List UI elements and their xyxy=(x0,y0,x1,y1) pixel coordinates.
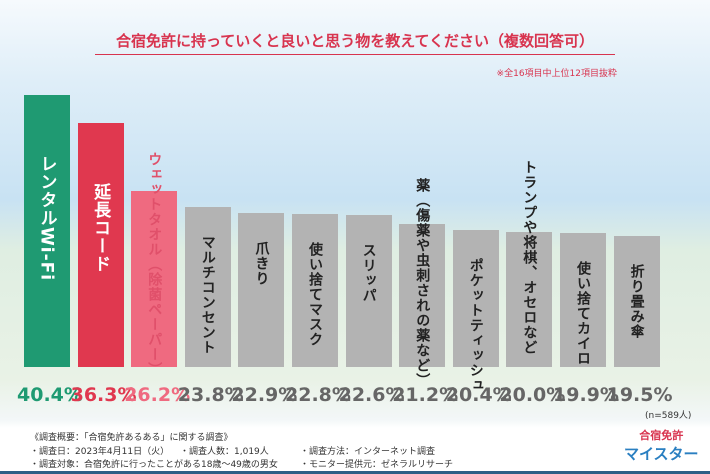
bar-6 xyxy=(345,214,392,367)
bar-9 xyxy=(506,232,553,367)
bar-label: 使い捨てカイロ xyxy=(575,261,591,367)
bar-5 xyxy=(292,213,338,367)
value-label: 20.0% xyxy=(499,384,566,406)
bar-label: 延長コード xyxy=(90,182,111,273)
bar-label: レンタルWi-Fi xyxy=(36,155,57,282)
logo-line2: マイスター xyxy=(624,445,699,463)
value-label: 40.4% xyxy=(17,384,83,406)
logo-line1: 合宿免許 xyxy=(639,429,684,442)
bar-11 xyxy=(613,235,660,367)
footer-target: ・調査対象：合宿免許に行ったことがある18歳～49歳の男女 xyxy=(30,460,278,470)
bar-label: トランプや将棋、オセロなど xyxy=(521,160,538,355)
bar-label: 折り畳み傘 xyxy=(628,263,645,339)
value-label: 19.5% xyxy=(606,384,673,406)
bar-8 xyxy=(452,229,499,367)
value-label: 23.8% xyxy=(177,384,244,406)
logo: 合宿免許 マイスター xyxy=(624,427,699,464)
value-label: 20.4% xyxy=(445,384,512,406)
bar-label: スリッパ xyxy=(360,242,377,303)
bar-label: 爪きり xyxy=(253,240,270,286)
footer-provider: ・モニター提供元：ゼネラルリサーチ xyxy=(300,460,454,470)
sample-size: (n=589人) xyxy=(645,411,692,421)
bottom-line xyxy=(0,471,710,474)
bar-label: ウェットタオル（除菌ペーパー） xyxy=(146,152,163,377)
bar-1 xyxy=(77,122,124,367)
value-label: 21.2% xyxy=(392,384,459,406)
footer-date: ・調査日：2023年4月11日（火） xyxy=(30,447,170,457)
bar-10 xyxy=(560,233,606,367)
bar-label: ポケットティッシュ xyxy=(467,257,484,393)
bar-4 xyxy=(238,212,285,367)
chart-note: ※全16項目中上位12項目抜粋 xyxy=(496,69,617,79)
value-label: 26.2% xyxy=(124,384,191,406)
bar-0 xyxy=(24,95,70,367)
value-label: 22.9% xyxy=(231,384,298,406)
footer-heading: 《調査概要：「合宿免許あるある」に関する調査》 xyxy=(30,433,233,443)
bar-7 xyxy=(399,224,446,367)
bar-3 xyxy=(184,206,231,367)
footer-count: ・調査人数：1,019人 xyxy=(180,447,269,457)
title-divider xyxy=(95,54,615,55)
value-label: 22.8% xyxy=(285,384,351,406)
footer-method: ・調査方法：インターネット調査 xyxy=(300,447,436,457)
value-label: 22.6% xyxy=(338,384,405,406)
bar-label: 使い捨てマスク xyxy=(307,241,323,347)
value-label: 36.3% xyxy=(70,384,137,406)
value-label: 19.9% xyxy=(553,384,619,406)
bar-label: マルチコンセント xyxy=(199,234,216,355)
chart-title: 合宿免許に持っていくと良いと思う物を教えてください（複数回答可） xyxy=(115,32,595,50)
bar-2 xyxy=(131,190,178,367)
bar-label: 薬（傷薬や虫刺されの薬など） xyxy=(414,178,431,388)
